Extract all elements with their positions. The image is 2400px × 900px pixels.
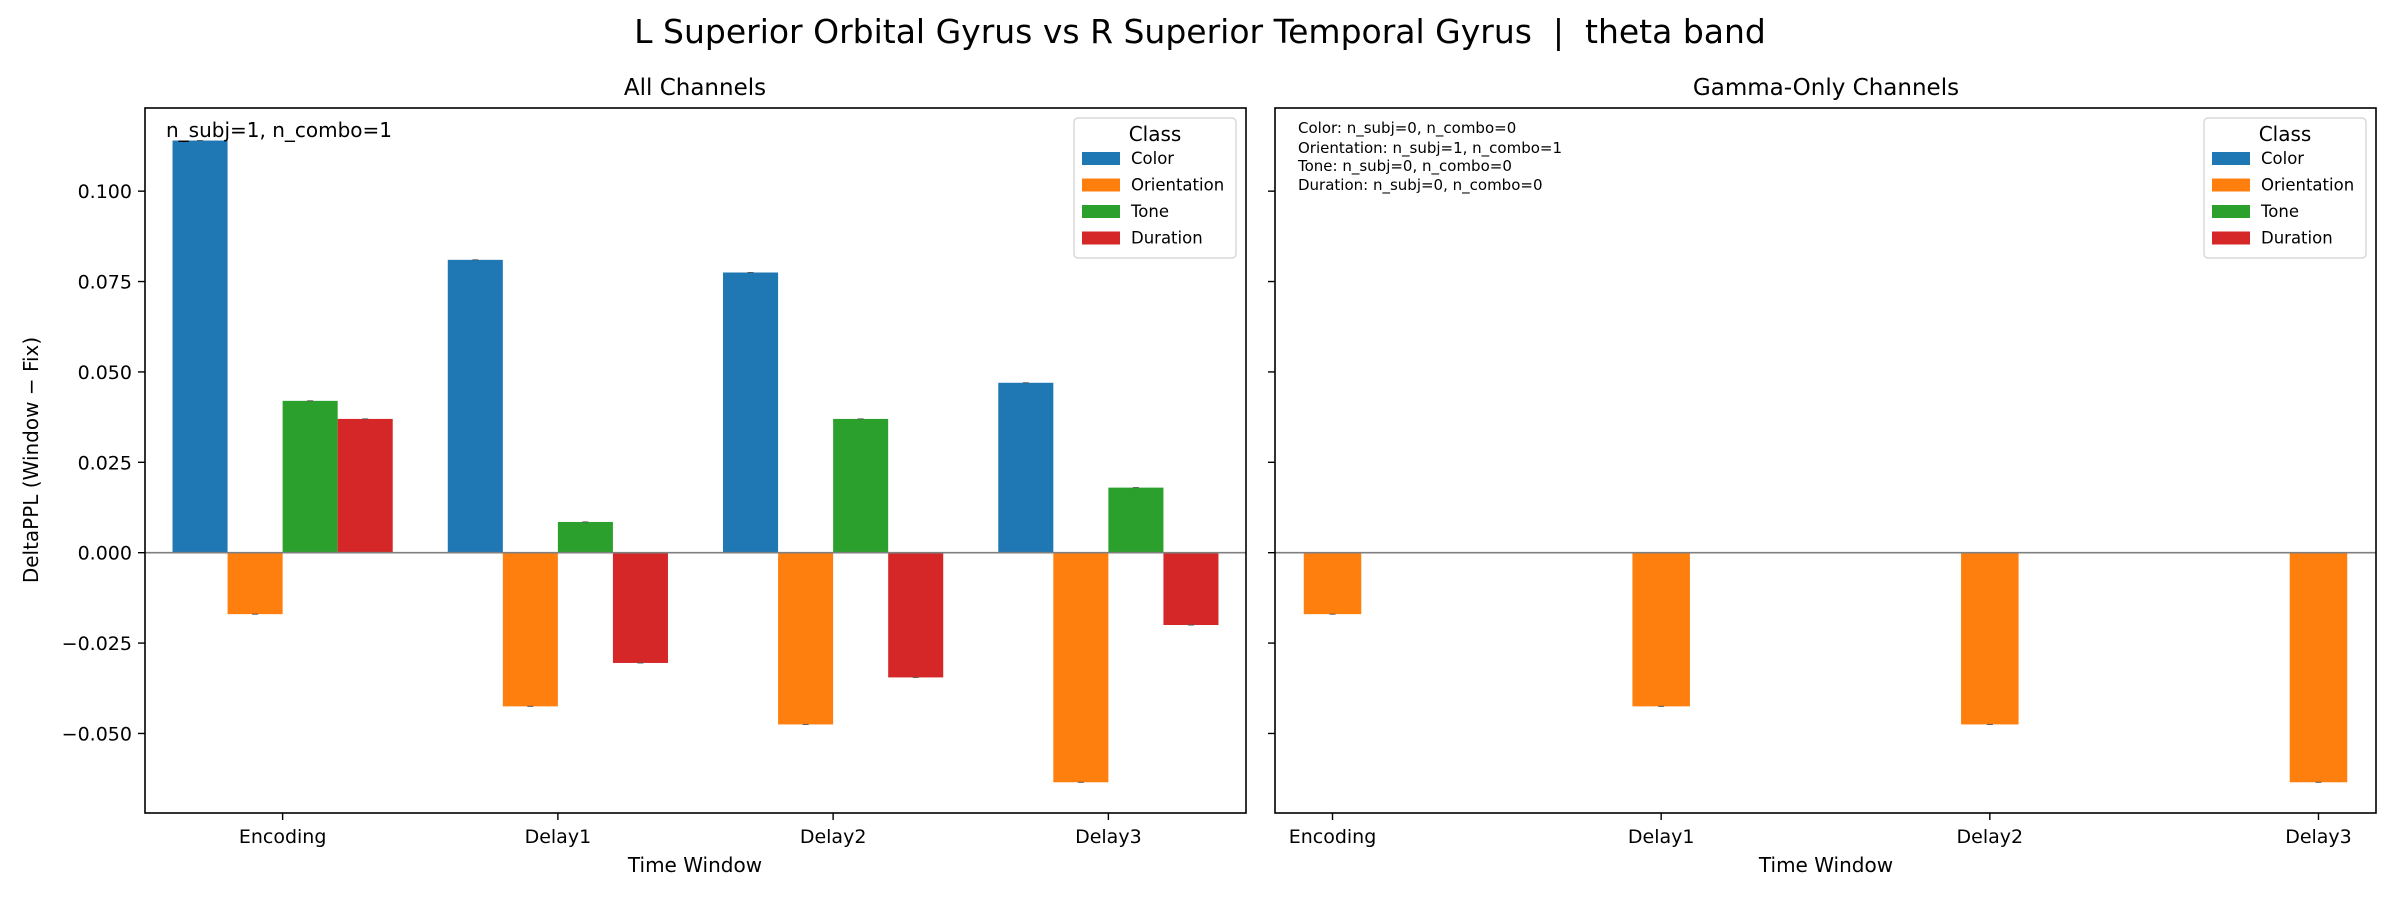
- bar-duration-delay3: [1163, 552, 1219, 625]
- bar-orientation-delay3: [2289, 552, 2348, 783]
- bar-orientation-delay1: [502, 552, 558, 707]
- legend-label-color: Color: [1131, 149, 1174, 168]
- bar-duration-delay2: [888, 552, 944, 678]
- figure-title: L Superior Orbital Gyrus vs R Superior T…: [634, 12, 1766, 51]
- legend-title: Class: [2259, 122, 2312, 146]
- legend-swatch-orientation: [1082, 178, 1120, 192]
- legend-swatch-tone: [1082, 205, 1120, 218]
- bar-tone-encoding: [282, 400, 338, 553]
- legend-swatch-color: [2212, 152, 2250, 165]
- axes-all-channels: Encoding Delay1 Delay2 Delay3 −0.050 −0.025 0.…: [62, 181, 1246, 848]
- annotation-gamma-color: Color: n_subj=0, n_combo=0: [1298, 119, 1516, 138]
- legend-all-channels: Class Color Orientation Tone Duration: [1073, 117, 1237, 259]
- y-tick-label: 0.050: [78, 362, 132, 384]
- y-axis-label: DeltaPPL (Window − Fix): [19, 337, 43, 583]
- x-tick-label-encoding: Encoding: [1289, 826, 1377, 848]
- x-tick-label-delay2: Delay2: [1957, 826, 2024, 848]
- bar-color-delay1: [447, 259, 503, 553]
- x-tick-label-delay3: Delay3: [2285, 826, 2352, 848]
- bar-orientation-delay1: [1632, 552, 1690, 707]
- axes-gamma-only: Encoding Delay1 Delay2 Delay3: [1268, 190, 2376, 848]
- plot-frame-all-channels: [144, 107, 1247, 814]
- legend-swatch-orientation: [2212, 178, 2250, 192]
- bar-orientation-delay3: [1053, 552, 1109, 783]
- bar-tone-delay3: [1108, 487, 1164, 553]
- y-tick-label: −0.050: [62, 723, 132, 745]
- legend-label-tone: Tone: [1130, 202, 1169, 221]
- bars-gamma-only: [1303, 552, 2348, 783]
- bar-orientation-encoding: [227, 552, 283, 615]
- y-tick-label: 0.100: [78, 181, 132, 203]
- bar-duration-encoding: [337, 418, 393, 553]
- legend-label-duration: Duration: [1131, 229, 1203, 248]
- x-axis-label-gamma-only: Time Window: [1758, 853, 1893, 877]
- legend-swatch-duration: [2212, 231, 2250, 245]
- legend-label-color: Color: [2261, 149, 2304, 168]
- bar-tone-delay2: [833, 418, 889, 553]
- bar-color-delay3: [998, 382, 1054, 553]
- y-tick-label: −0.025: [62, 633, 132, 655]
- x-tick-label-delay2: Delay2: [800, 826, 867, 848]
- x-tick-label-delay1: Delay1: [525, 826, 592, 848]
- y-tick-label: 0.000: [78, 543, 132, 565]
- panel-title-gamma-only: Gamma-Only Channels: [1693, 75, 1959, 101]
- x-tick-label-encoding: Encoding: [239, 826, 327, 848]
- legend-label-orientation: Orientation: [2261, 176, 2354, 195]
- panel-all-channels: All Channels Encoding Delay1 Delay2 Delay3 −…: [19, 75, 1247, 877]
- annotation-gamma-orientation: Orientation: n_subj=1, n_combo=1: [1298, 139, 1562, 158]
- plot-frame-gamma-only: [1274, 107, 2377, 814]
- y-tick-label: 0.075: [78, 272, 132, 294]
- panel-title-all-channels: All Channels: [624, 75, 766, 101]
- bar-orientation-delay2: [778, 552, 834, 725]
- legend-label-tone: Tone: [2260, 202, 2299, 221]
- x-tick-label-delay3: Delay3: [1075, 826, 1142, 848]
- bar-orientation-encoding: [1303, 552, 1362, 615]
- panel-gamma-only: Gamma-Only Channels Encoding Delay1 Delay2…: [1268, 75, 2377, 877]
- legend-label-orientation: Orientation: [1131, 176, 1224, 195]
- y-tick-label: 0.025: [78, 452, 132, 474]
- legend-gamma-only: Class Color Orientation Tone Duration: [2203, 117, 2367, 259]
- x-tick-label-delay1: Delay1: [1628, 826, 1695, 848]
- bar-duration-delay1: [612, 552, 668, 663]
- legend-title: Class: [1129, 122, 1182, 146]
- legend-label-duration: Duration: [2261, 229, 2333, 248]
- bar-tone-delay1: [557, 521, 613, 553]
- x-axis-label-all-channels: Time Window: [627, 853, 762, 877]
- bar-orientation-delay2: [1961, 552, 2019, 725]
- legend-swatch-duration: [1082, 231, 1120, 245]
- annotation-gamma-tone: Tone: n_subj=0, n_combo=0: [1297, 157, 1512, 176]
- legend-swatch-tone: [2212, 205, 2250, 218]
- bar-color-encoding: [172, 140, 228, 553]
- annotation-all-channels: n_subj=1, n_combo=1: [166, 118, 392, 142]
- annotation-gamma-duration: Duration: n_subj=0, n_combo=0: [1298, 176, 1543, 195]
- legend-swatch-color: [1082, 152, 1120, 165]
- bar-color-delay2: [723, 272, 779, 553]
- bars-all-channels: [172, 140, 1219, 783]
